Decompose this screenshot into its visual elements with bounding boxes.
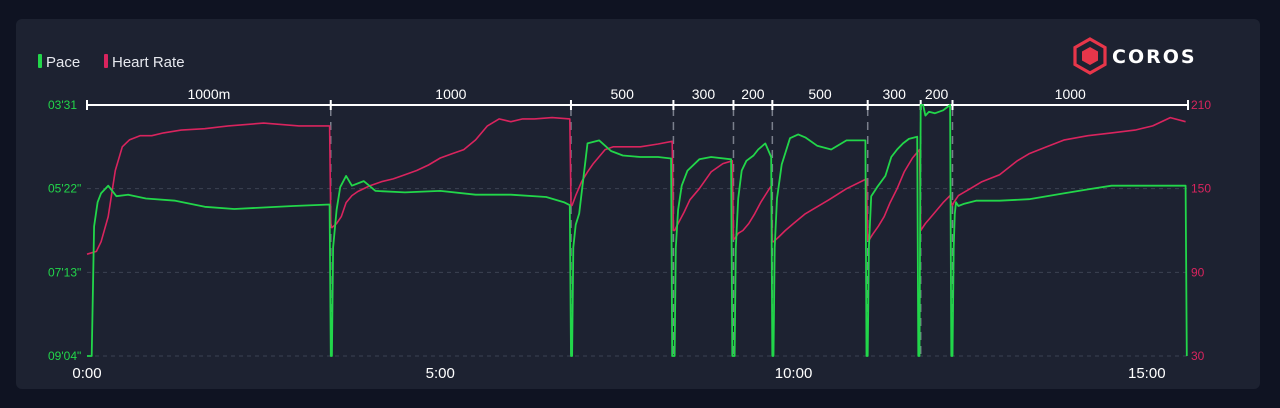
axis-labels: 03'31 05'22" 07'13" 09'04" 210 150 90 30 0:00 5:0… [48, 98, 1211, 382]
interval-label: 300 [883, 86, 907, 102]
right-axis-tick-label: 90 [1191, 265, 1205, 279]
interval-label: 200 [925, 86, 949, 102]
legend-label-pace: Pace [46, 54, 80, 71]
left-axis-tick-label: 05'22" [48, 182, 81, 196]
legend-label-heart-rate: Heart Rate [112, 54, 185, 71]
interval-label: 500 [611, 86, 635, 102]
right-axis-tick-label: 30 [1191, 349, 1205, 363]
interval-bar: 1000m 1000 500 300 200 500 300 200 1000 [86, 86, 1189, 110]
grid-lines [87, 104, 1188, 357]
pace-heart-rate-chart: Pace Heart Rate COROS 1000m 1000 500 300 200… [38, 37, 1211, 382]
interval-label: 1000m [187, 86, 230, 102]
interval-label: 500 [808, 86, 832, 102]
left-axis-tick-label: 03'31 [48, 98, 77, 112]
interval-label: 200 [741, 86, 765, 102]
left-axis-tick-label: 09'04" [48, 349, 81, 363]
x-axis-tick-label: 10:00 [775, 365, 813, 382]
series-line-pace [87, 104, 1188, 357]
right-axis-tick-label: 150 [1191, 182, 1211, 196]
x-axis-tick-label: 5:00 [426, 365, 455, 382]
chart-panel: Pace Heart Rate COROS 1000m 1000 500 300 200… [16, 19, 1260, 389]
interval-label: 1000 [435, 86, 466, 102]
legend-swatch-pace [38, 54, 42, 68]
left-axis-tick-label: 07'13" [48, 265, 81, 279]
x-axis-tick-label: 0:00 [72, 365, 101, 382]
x-axis-tick-label: 15:00 [1128, 365, 1166, 382]
legend: Pace Heart Rate [38, 54, 185, 71]
coros-logo-icon [1073, 37, 1107, 75]
coros-logo-text: COROS [1112, 46, 1197, 68]
interval-dividers [330, 108, 954, 356]
interval-label: 300 [692, 86, 716, 102]
legend-swatch-heart-rate [104, 54, 108, 68]
interval-label: 1000 [1055, 86, 1086, 102]
series-line-heart-rate [86, 116, 1186, 255]
coros-logo: COROS [1073, 37, 1197, 75]
series-lines [86, 104, 1188, 357]
right-axis-tick-label: 210 [1191, 98, 1211, 112]
